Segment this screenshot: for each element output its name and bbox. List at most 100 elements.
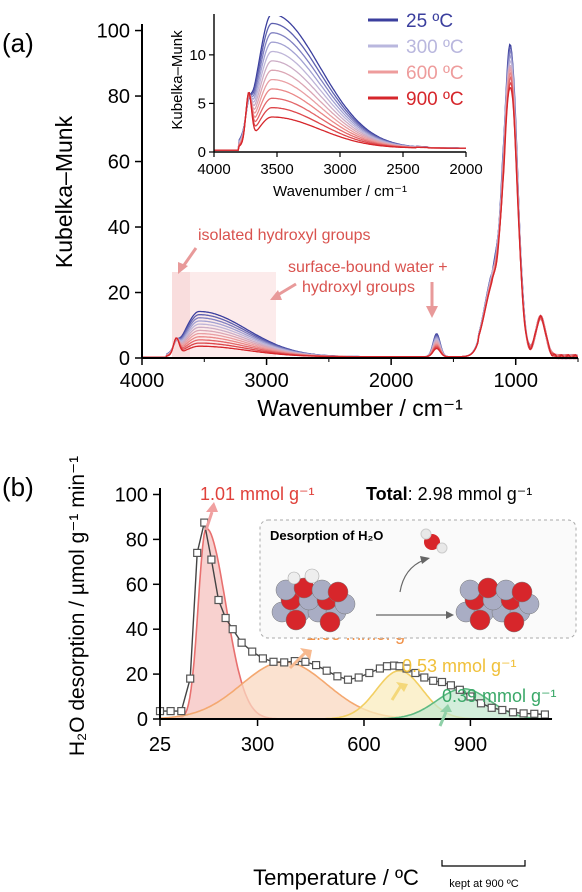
measured-point-29 [420,673,429,682]
spectrum-line-11 [142,87,578,360]
a-y-tick-label-4: 80 [108,86,130,108]
panel-a-spectra [142,43,578,360]
measured-point-34 [466,692,475,701]
b-y-tick-label-4: 80 [126,529,148,551]
scheme-title: Desorption of H₂O [270,528,383,543]
measured-point-35 [476,699,486,708]
inset-x-tick-label-3: 2500 [386,161,419,178]
measured-point-40 [530,709,539,718]
inset-ticks: 4000 3500 3000 2500 2000 0 5 10 [189,47,482,178]
a-x-tick-label-0: 4000 [120,370,165,392]
measured-point-11 [248,647,257,656]
measured-point-1 [166,706,175,716]
inset-spectrum-line-11 [214,91,466,151]
b-x-tick-label-3: 900 [454,734,487,756]
measured-point-33 [455,685,464,694]
total-title: Total [366,484,408,504]
reaction-arrowhead [446,611,454,619]
scheme-atom [285,609,307,631]
panel-a-x-label: Wavenumber / cm⁻¹ [257,395,463,421]
measured-point-27 [402,664,411,673]
surface-after-cluster [455,577,540,633]
water-molecule-icon [420,528,448,554]
measured-point-19 [333,672,342,681]
annotation-isolated-hydroxyl: isolated hydroxyl groups [198,227,371,244]
component-arrow-1 [204,511,214,531]
scheme-atom [477,577,499,599]
inset-x-tick-label-1: 3500 [260,161,293,178]
a-x-tick-label-3: 1000 [493,370,538,392]
a-x-tick-label-1: 3000 [244,370,289,392]
b-y-tick-label-3: 60 [126,574,148,596]
total-value-label: Total: 2.98 mmol g⁻¹ [366,484,532,504]
measured-point-12 [258,654,267,663]
b-y-tick-label-5: 100 [115,484,148,506]
scheme-atom [459,579,481,601]
panel-b-ticks: 25 300 600 900 0 20 40 60 80 100 [115,484,487,756]
b-x-tick-label-1: 300 [241,734,274,756]
panel-a-label: (a) [2,28,34,58]
a-y-tick-label-0: 0 [119,348,130,370]
measured-point-16 [301,657,310,666]
legend-label-25: 25 ºC [406,11,453,32]
scheme-atom [511,581,533,603]
a-y-tick-label-5: 100 [97,21,130,43]
surface-before-cluster [271,568,356,633]
component-arrowhead-3 [396,682,408,692]
legend-label-900: 900 ºC [406,89,464,110]
scheme-atom [469,609,491,631]
measured-point-31 [437,677,447,687]
scheme-atom [319,611,341,633]
panel-b-y-label: H₂O desorption / µmol g⁻¹ min⁻¹ [66,456,89,756]
inset-x-tick-label-2: 3000 [323,161,356,178]
annotation-arrowhead-water-right [426,306,438,318]
b-y-tick-label-2: 40 [126,619,148,641]
legend-label-300: 300 ºC [406,37,464,58]
b-y-tick-label-0: 0 [137,709,148,731]
panel-a-inset: 4000 3500 3000 2500 2000 0 5 10 Kubelka–Munk Wa… [169,14,483,200]
component-arrowhead-2 [300,648,312,660]
annotation-arrowhead-water-left [270,290,282,300]
total-value: : 2.98 mmol g⁻¹ [408,484,533,504]
b-x-tick-label-2: 600 [347,734,380,756]
measured-point-2 [177,706,186,716]
measured-point-21 [354,673,363,682]
component-arrow-2 [288,650,308,670]
scheme-hydrogen-atom [304,568,320,584]
measured-point-38 [508,708,518,717]
inset-x-tick-label-4: 2000 [449,161,482,178]
b-x-tick-label-0: 25 [149,734,171,756]
measured-point-36 [487,703,496,712]
measured-point-20 [343,675,353,684]
measured-point-9 [228,625,237,634]
inset-spectra [214,16,466,151]
measured-point-13 [269,657,278,666]
measured-point-17 [312,660,321,670]
annotation-arrowhead-isolated [178,262,188,274]
annotation-hydroxyl-groups: hydroxyl groups [302,279,415,296]
water-release-arrow [399,559,425,593]
scheme-atom [503,611,525,633]
scheme-atom [327,581,349,603]
measured-point-37 [498,705,507,715]
b-y-tick-label-1: 20 [126,664,148,686]
inset-y-tick-label-1: 5 [198,95,206,112]
measured-point-41 [540,710,550,719]
inset-y-label: Kubelka–Munk [169,30,186,130]
inset-x-tick-label-0: 4000 [197,161,230,178]
measured-point-24 [382,662,392,671]
measured-point-3 [186,674,195,683]
measured-point-22 [365,668,374,678]
measured-point-14 [280,658,289,667]
inset-x-label: Wavenumber / cm⁻¹ [273,183,407,200]
a-y-tick-label-3: 60 [108,152,130,174]
measured-point-23 [375,664,384,673]
measured-point-18 [322,666,331,675]
measured-point-6 [207,555,216,564]
inset-y-tick-label-2: 10 [189,47,206,64]
measured-point-39 [519,709,528,718]
panel-a-y-label: Kubelka–Munk [51,115,77,268]
measured-point-28 [411,668,420,678]
